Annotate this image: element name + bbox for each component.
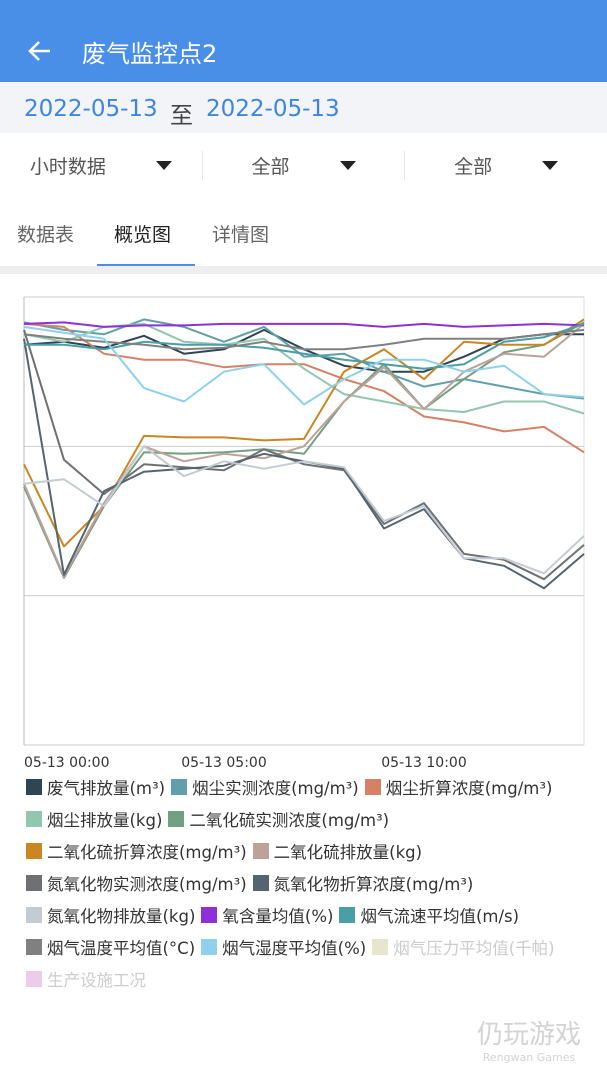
app-bar: 废气监控点2 <box>0 0 607 82</box>
series-line <box>23 321 585 328</box>
watermark: 仍玩游戏 Rengwan Games <box>477 1014 581 1064</box>
series-line <box>23 445 585 575</box>
series-line <box>23 322 585 415</box>
dropdown-arrow <box>155 161 172 170</box>
tabs: 数据表 概览图 详情图 <box>0 198 607 268</box>
series-line <box>23 325 585 406</box>
filters: 小时数据 全部 全部 <box>0 133 607 198</box>
dropdown-arrow <box>339 161 356 170</box>
legend-item[interactable]: 废气排放量(m³) <box>26 776 165 798</box>
legend-label: 烟尘实测浓度(mg/m³) <box>192 779 359 798</box>
legend-item[interactable]: 二氧化硫实测浓度(mg/m³) <box>168 808 389 830</box>
legend-label: 烟气流速平均值(m/s) <box>360 907 520 926</box>
legend-label: 氮氧化物排放量(kg) <box>47 907 196 926</box>
legend-swatch <box>26 843 42 859</box>
legend-swatch <box>26 779 42 795</box>
legend-label: 氧含量均值(%) <box>222 907 334 926</box>
legend-label: 烟气温度平均值(°C) <box>47 939 196 958</box>
legend-item[interactable]: 氮氧化物实测浓度(mg/m³) <box>26 872 247 894</box>
legend-label: 生产设施工况 <box>47 971 146 990</box>
legend-label: 二氧化硫实测浓度(mg/m³) <box>189 811 390 830</box>
legend-swatch <box>201 907 218 923</box>
x-tick-label: 05-13 10:00 <box>381 755 466 771</box>
x-tick-label: 05-13 05:00 <box>181 755 266 771</box>
legend-item[interactable]: 氮氧化物折算浓度(mg/m³) <box>252 872 474 894</box>
series-line <box>23 328 585 351</box>
series-line <box>23 318 585 400</box>
legend-swatch <box>171 779 188 795</box>
filter-label: 小时数据 <box>29 156 106 178</box>
back-button[interactable] <box>28 40 52 62</box>
legend-item[interactable]: 烟气流速平均值(m/s) <box>339 904 519 926</box>
legend-swatch <box>252 843 269 859</box>
legend-item[interactable]: 生产设施工况 <box>26 968 146 990</box>
date-separator: 至 <box>170 103 193 129</box>
legend-item[interactable]: 烟尘折算浓度(mg/m³) <box>364 776 553 798</box>
legend-item[interactable]: 烟尘排放量(kg) <box>26 808 162 830</box>
filter-dropdown[interactable]: 全部 <box>203 151 406 180</box>
legend-swatch <box>26 971 42 987</box>
chart: 05-13 00:00 05-13 05:00 05-13 10:00 <box>23 296 585 771</box>
legend-item[interactable]: 氧含量均值(%) <box>201 904 333 926</box>
legend-label: 烟尘折算浓度(mg/m³) <box>385 779 553 798</box>
watermark-subtext: Rengwan Games <box>482 1051 576 1064</box>
tab[interactable]: 数据表 <box>17 224 75 246</box>
legend-item[interactable]: 二氧化硫折算浓度(mg/m³) <box>26 840 247 862</box>
legend-swatch <box>252 875 269 891</box>
legend-swatch <box>26 811 42 827</box>
date-range: 2022-05-13 至 2022-05-13 <box>0 82 607 133</box>
series-line <box>23 321 585 579</box>
watermark-text: 仍玩游戏 <box>476 1020 581 1050</box>
dropdown-arrow <box>542 161 559 170</box>
series-line <box>23 323 585 578</box>
legend-label: 烟气湿度平均值(%) <box>222 939 367 958</box>
legend-swatch <box>26 939 42 955</box>
tab[interactable]: 详情图 <box>212 224 270 246</box>
filter-label: 全部 <box>251 156 290 178</box>
legend-item[interactable]: 氮氧化物排放量(kg) <box>26 904 195 926</box>
legend-item[interactable]: 烟尘实测浓度(mg/m³) <box>171 776 359 798</box>
legend-swatch <box>26 875 42 891</box>
series-line <box>24 322 585 370</box>
legend-swatch <box>364 779 381 795</box>
legend-label: 烟尘排放量(kg) <box>47 811 163 830</box>
filter-dropdown[interactable]: 小时数据 <box>0 151 203 180</box>
legend-item[interactable]: 二氧化硫排放量(kg) <box>252 840 423 862</box>
tab-indicator <box>97 264 195 266</box>
end-date[interactable]: 2022-05-13 <box>206 96 340 122</box>
tab[interactable]: 概览图 <box>114 224 172 246</box>
legend-swatch <box>26 907 42 923</box>
legend-label: 二氧化硫排放量(kg) <box>273 843 423 862</box>
legend-item[interactable]: 烟气压力平均值(千帕) <box>372 936 555 958</box>
filter-label: 全部 <box>454 156 493 178</box>
legend-swatch <box>168 811 185 827</box>
legend-label: 废气排放量(m³) <box>47 779 166 798</box>
filter-dropdown[interactable]: 全部 <box>405 151 607 180</box>
legend-label: 氮氧化物实测浓度(mg/m³) <box>47 875 247 894</box>
legend-label: 烟气压力平均值(千帕) <box>393 939 555 958</box>
divider <box>0 266 607 274</box>
legend-label: 二氧化硫折算浓度(mg/m³) <box>47 843 247 862</box>
legend-item[interactable]: 烟气湿度平均值(%) <box>201 936 366 958</box>
legend-label: 氮氧化物折算浓度(mg/m³) <box>273 875 474 894</box>
legend-item[interactable]: 烟气温度平均值(°C) <box>26 936 195 958</box>
legend: 废气排放量(m³) 烟尘实测浓度(mg/m³) 烟尘折算浓度(mg/m³) 烟尘排放量… <box>26 776 596 990</box>
legend-swatch <box>201 939 218 955</box>
legend-swatch <box>372 939 389 955</box>
legend-swatch <box>339 907 356 923</box>
title: 废气监控点2 <box>82 40 218 68</box>
x-tick-label: 05-13 00:00 <box>24 755 109 771</box>
start-date[interactable]: 2022-05-13 <box>24 96 158 122</box>
